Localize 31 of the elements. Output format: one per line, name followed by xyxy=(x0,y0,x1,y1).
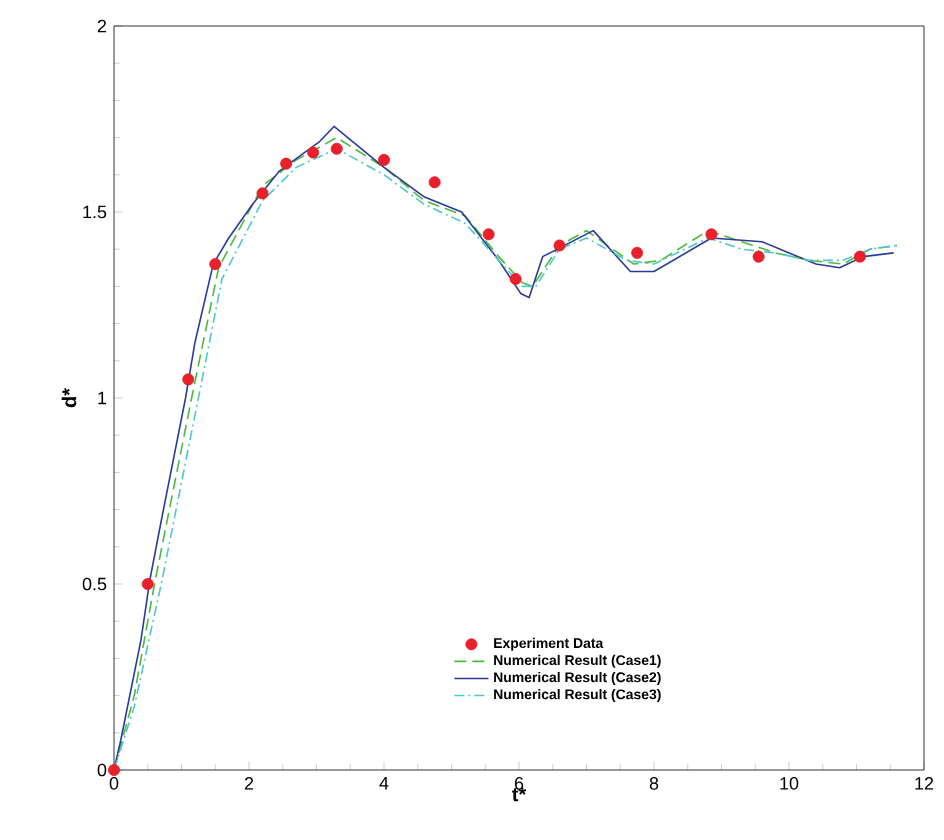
y-tick-label: 1.5 xyxy=(83,205,107,219)
point xyxy=(428,176,441,189)
y-tick-label: 2 xyxy=(97,19,107,33)
x-tick-label: 2 xyxy=(244,777,254,790)
y-tick-label: 0.5 xyxy=(82,577,107,591)
x-tick-label: 0 xyxy=(109,777,119,790)
point xyxy=(209,258,222,271)
point xyxy=(141,578,154,590)
point xyxy=(108,764,120,776)
point xyxy=(482,228,495,241)
point xyxy=(752,250,765,263)
point xyxy=(509,272,522,285)
point xyxy=(256,187,269,200)
x-tick-label: 12 xyxy=(915,777,934,790)
x-tick-label: 6 xyxy=(514,777,524,790)
x-axis-title: t* xyxy=(512,787,527,802)
point xyxy=(378,153,390,166)
y-tick-label: 1 xyxy=(98,391,107,405)
point xyxy=(307,146,320,159)
x-tick-label: 8 xyxy=(649,777,659,790)
y-axis-title: d* xyxy=(61,388,77,408)
x-tick-label: 10 xyxy=(780,777,799,790)
y-tick-label: 0 xyxy=(97,763,107,777)
point xyxy=(330,142,343,155)
point xyxy=(182,373,195,386)
x-tick-label: 4 xyxy=(379,777,389,790)
point xyxy=(853,250,866,263)
point xyxy=(705,228,718,241)
point xyxy=(280,157,293,170)
point xyxy=(631,246,644,259)
point xyxy=(553,239,566,252)
